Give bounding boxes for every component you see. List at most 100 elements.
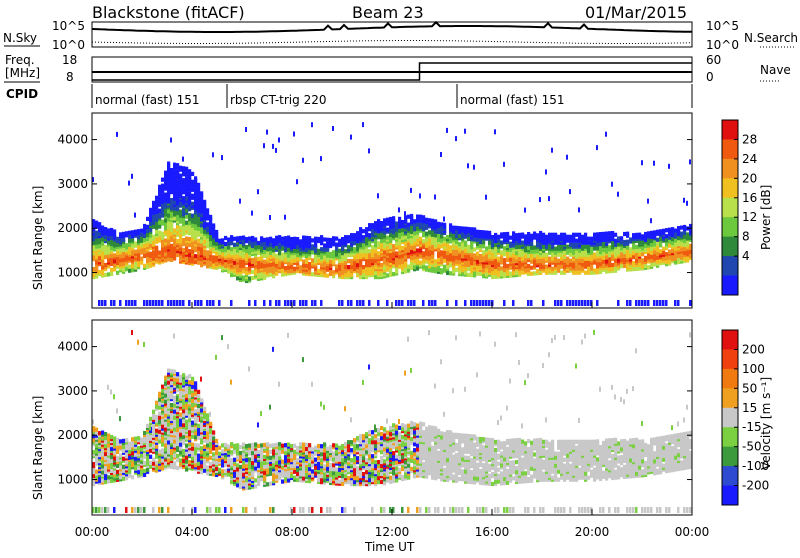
echo-cell [395, 251, 398, 255]
echo-cell [566, 300, 569, 306]
echo-cell [419, 219, 422, 223]
echo-cell [647, 231, 650, 235]
echo-cell [494, 259, 497, 263]
echo-cell [317, 237, 320, 241]
echo-cell [587, 261, 590, 265]
echo-cell [176, 253, 179, 257]
echo-cell [161, 210, 164, 214]
echo-cell [188, 237, 191, 241]
echo-cell [167, 458, 170, 462]
echo-cell [557, 259, 560, 263]
echo-cell [197, 424, 200, 428]
echo-cell [203, 459, 206, 463]
echo-cell [434, 195, 436, 200]
echo-cell [119, 232, 122, 236]
echo-cell [311, 250, 314, 254]
echo-cell [353, 233, 356, 237]
echo-cell [119, 439, 122, 443]
echo-cell [161, 184, 164, 188]
echo-cell [185, 167, 188, 171]
echo-cell [107, 228, 110, 232]
echo-cell [359, 233, 362, 237]
echo-cell [287, 240, 290, 244]
echo-cell [647, 253, 650, 257]
echo-cell [503, 272, 506, 276]
echo-cell [218, 507, 221, 513]
echo-cell [194, 419, 197, 423]
echo-cell [584, 300, 587, 306]
echo-cell [296, 179, 298, 184]
echo-cell [197, 261, 200, 265]
echo-cell [176, 179, 179, 183]
echo-cell [116, 450, 119, 454]
echo-cell [281, 241, 284, 245]
echo-cell [161, 239, 164, 243]
echo-cell [206, 439, 209, 443]
echo-cell [509, 266, 512, 270]
echo-cell [149, 425, 151, 430]
echo-cell [446, 235, 449, 239]
echo-cell [350, 259, 353, 263]
echo-cell [284, 300, 287, 306]
echo-cell [182, 157, 184, 162]
echo-cell [407, 223, 410, 227]
echo-cell [407, 300, 410, 306]
echo-cell [320, 300, 323, 306]
echo-cell [434, 229, 437, 233]
echo-cell [125, 300, 128, 306]
echo-cell [194, 385, 197, 389]
echo-cell [344, 235, 347, 239]
echo-cell [536, 243, 539, 247]
echo-cell [299, 265, 302, 269]
echo-cell [143, 507, 146, 513]
echo-cell [161, 466, 164, 470]
echo-cell [539, 245, 542, 249]
echo-cell [353, 263, 356, 267]
echo-cell [467, 249, 470, 253]
echo-cell [605, 255, 608, 259]
echo-cell [404, 241, 407, 245]
echo-cell [371, 267, 374, 271]
echo-cell [236, 264, 239, 268]
echo-cell [128, 265, 131, 269]
echo-cell [191, 447, 194, 451]
echo-cell [503, 258, 506, 262]
echo-cell [566, 155, 568, 160]
echo-cell [419, 249, 422, 253]
echo-cell [176, 231, 179, 235]
echo-cell [227, 344, 229, 349]
echo-cell [566, 245, 569, 249]
echo-cell [119, 445, 122, 449]
echo-cell [416, 215, 419, 219]
echo-cell [197, 408, 200, 412]
echo-cell [386, 236, 389, 240]
echo-cell [602, 242, 605, 246]
echo-cell [113, 253, 116, 257]
echo-cell [152, 414, 155, 418]
echo-cell [509, 258, 512, 262]
echo-cell [221, 238, 224, 242]
echo-cell [143, 244, 146, 248]
echo-cell [308, 236, 311, 240]
echo-cell [188, 231, 191, 235]
echo-cell [473, 300, 476, 306]
echo-cell [383, 244, 386, 248]
echo-cell [173, 246, 176, 250]
echo-cell [194, 248, 197, 252]
echo-cell [101, 300, 104, 306]
echo-cell [254, 237, 257, 241]
echo-cell [137, 446, 140, 450]
echo-cell [209, 428, 212, 432]
echo-cell [170, 168, 173, 172]
echo-cell [212, 472, 215, 476]
echo-cell [176, 432, 179, 436]
echo-cell [413, 300, 416, 306]
echo-cell [107, 475, 110, 479]
echo-cell [416, 240, 419, 244]
echo-cell [107, 385, 109, 390]
echo-cell [395, 222, 398, 226]
echo-cell [146, 434, 149, 438]
echo-cell [614, 267, 617, 271]
echo-cell [335, 237, 338, 241]
echo-cell [311, 122, 313, 127]
